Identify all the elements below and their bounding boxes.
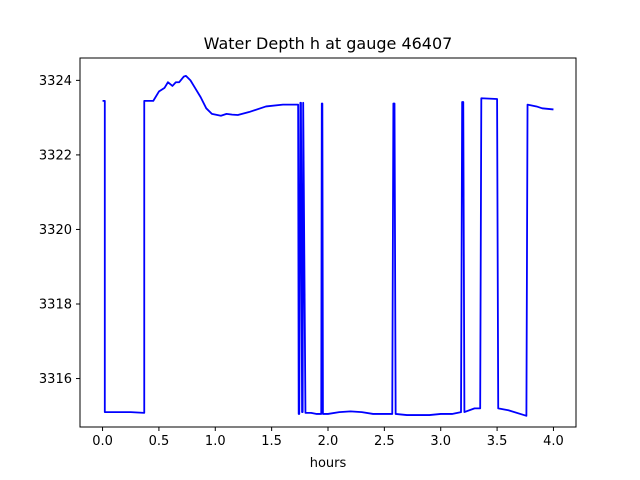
x-tick-label: 3.5	[487, 434, 508, 449]
chart-title: Water Depth h at gauge 46407	[204, 34, 453, 53]
y-tick-label: 3322	[39, 148, 72, 163]
x-tick-label: 2.5	[374, 434, 395, 449]
x-axis-label: hours	[310, 456, 347, 471]
series-line-0	[102, 74, 554, 417]
y-tick-label: 3324	[39, 74, 72, 89]
x-tick-label: 3.0	[430, 434, 451, 449]
x-tick-label: 1.5	[261, 434, 282, 449]
x-tick-label: 2.0	[318, 434, 339, 449]
y-tick-label: 3316	[39, 372, 72, 387]
x-tick-label: 1.0	[205, 434, 226, 449]
y-tick-label: 3318	[39, 298, 72, 313]
x-tick-label: 0.5	[149, 434, 170, 449]
x-tick-label: 4.0	[543, 434, 564, 449]
x-tick-label: 0.0	[92, 434, 113, 449]
y-tick-label: 3320	[39, 223, 72, 238]
